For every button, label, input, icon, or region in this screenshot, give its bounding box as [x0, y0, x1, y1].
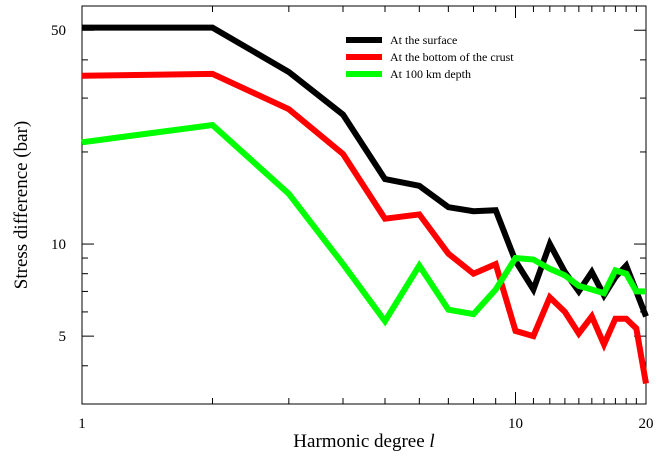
y-axis-title: Stress difference (bar)	[11, 121, 32, 289]
x-axis-title-variable: l	[429, 431, 434, 452]
legend-label: At the surface	[390, 33, 457, 47]
series-line-2	[81, 70, 649, 385]
x-tick-label: 20	[639, 416, 654, 432]
x-tick-label: 10	[508, 416, 523, 432]
y-tick-label: 50	[51, 23, 66, 39]
legend-label: At the bottom of the crust	[390, 50, 514, 64]
legend-label: At 100 km depth	[390, 67, 471, 81]
x-tick-label: 1	[78, 416, 86, 432]
legend: At the surface At the bottom of the crust…	[346, 33, 514, 81]
series-line-3	[81, 121, 646, 327]
y-tick-label: 5	[59, 329, 67, 345]
x-axis-title-text: Harmonic degree	[293, 431, 424, 452]
axis-ticks: 1 10 20 5 10 50	[51, 6, 654, 432]
x-axis-title: Harmonic degree l	[293, 431, 434, 452]
y-tick-label: 10	[51, 237, 66, 253]
series-layer	[81, 24, 649, 385]
plot-frame	[81, 5, 647, 405]
